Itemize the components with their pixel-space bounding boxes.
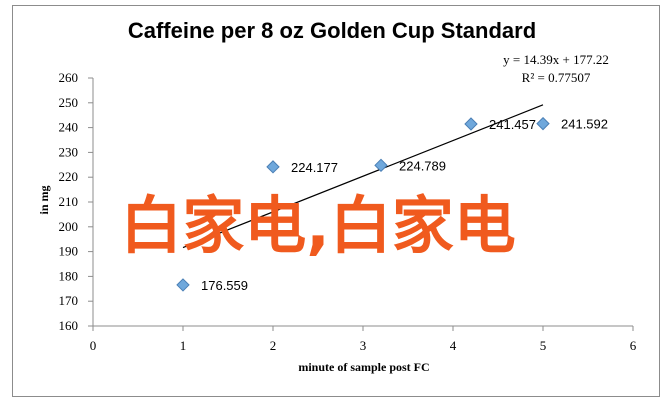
data-point-marker xyxy=(374,158,388,173)
x-tick-label: 6 xyxy=(630,338,637,353)
data-point-label: 176.559 xyxy=(201,278,248,293)
data-point-marker xyxy=(176,278,190,292)
y-tick-label: 180 xyxy=(59,268,79,283)
y-tick-label: 260 xyxy=(59,70,79,85)
x-tick-label: 4 xyxy=(450,338,457,353)
y-tick-label: 230 xyxy=(59,144,79,159)
data-point-label: 224.177 xyxy=(291,160,338,175)
y-tick-labels: 160 170 180 190 200 210 220 230 240 250 260 xyxy=(59,70,93,333)
x-tick-label: 3 xyxy=(360,338,367,353)
watermark-overlay-text: 白家电,白家电 xyxy=(120,189,516,262)
y-tick-label: 200 xyxy=(59,219,79,234)
data-point-marker xyxy=(464,117,478,131)
x-tick-label: 0 xyxy=(90,338,97,353)
x-tick-label: 5 xyxy=(540,338,547,353)
y-tick-label: 240 xyxy=(59,120,79,135)
data-point-marker xyxy=(266,160,280,174)
x-tick-label: 2 xyxy=(270,338,277,353)
x-tick-labels: 0 1 2 3 4 5 6 xyxy=(90,326,637,353)
data-point-label: 241.457 xyxy=(489,117,536,132)
trend-equation: y = 14.39x + 177.22 xyxy=(503,52,609,67)
data-point-marker xyxy=(536,116,550,131)
data-point-label: 241.592 xyxy=(561,117,608,132)
data-points: 176.559 224.177 224.789 241.457 241.592 xyxy=(176,116,608,293)
trend-r-squared: R² = 0.77507 xyxy=(522,70,591,85)
y-tick-label: 160 xyxy=(59,318,79,333)
x-tick-label: 1 xyxy=(180,338,187,353)
data-point-label: 224.789 xyxy=(399,158,446,173)
y-axis-title: in mg xyxy=(37,185,51,214)
chart-frame xyxy=(12,5,660,397)
trendline xyxy=(182,104,544,249)
chart-title: Caffeine per 8 oz Golden Cup Standard xyxy=(128,18,536,43)
y-tick-label: 220 xyxy=(59,169,79,184)
y-tick-label: 210 xyxy=(59,194,79,209)
y-tick-label: 170 xyxy=(59,293,79,308)
x-axis-title: minute of sample post FC xyxy=(298,360,429,374)
y-tick-label: 190 xyxy=(59,244,79,259)
y-tick-label: 250 xyxy=(59,95,79,110)
